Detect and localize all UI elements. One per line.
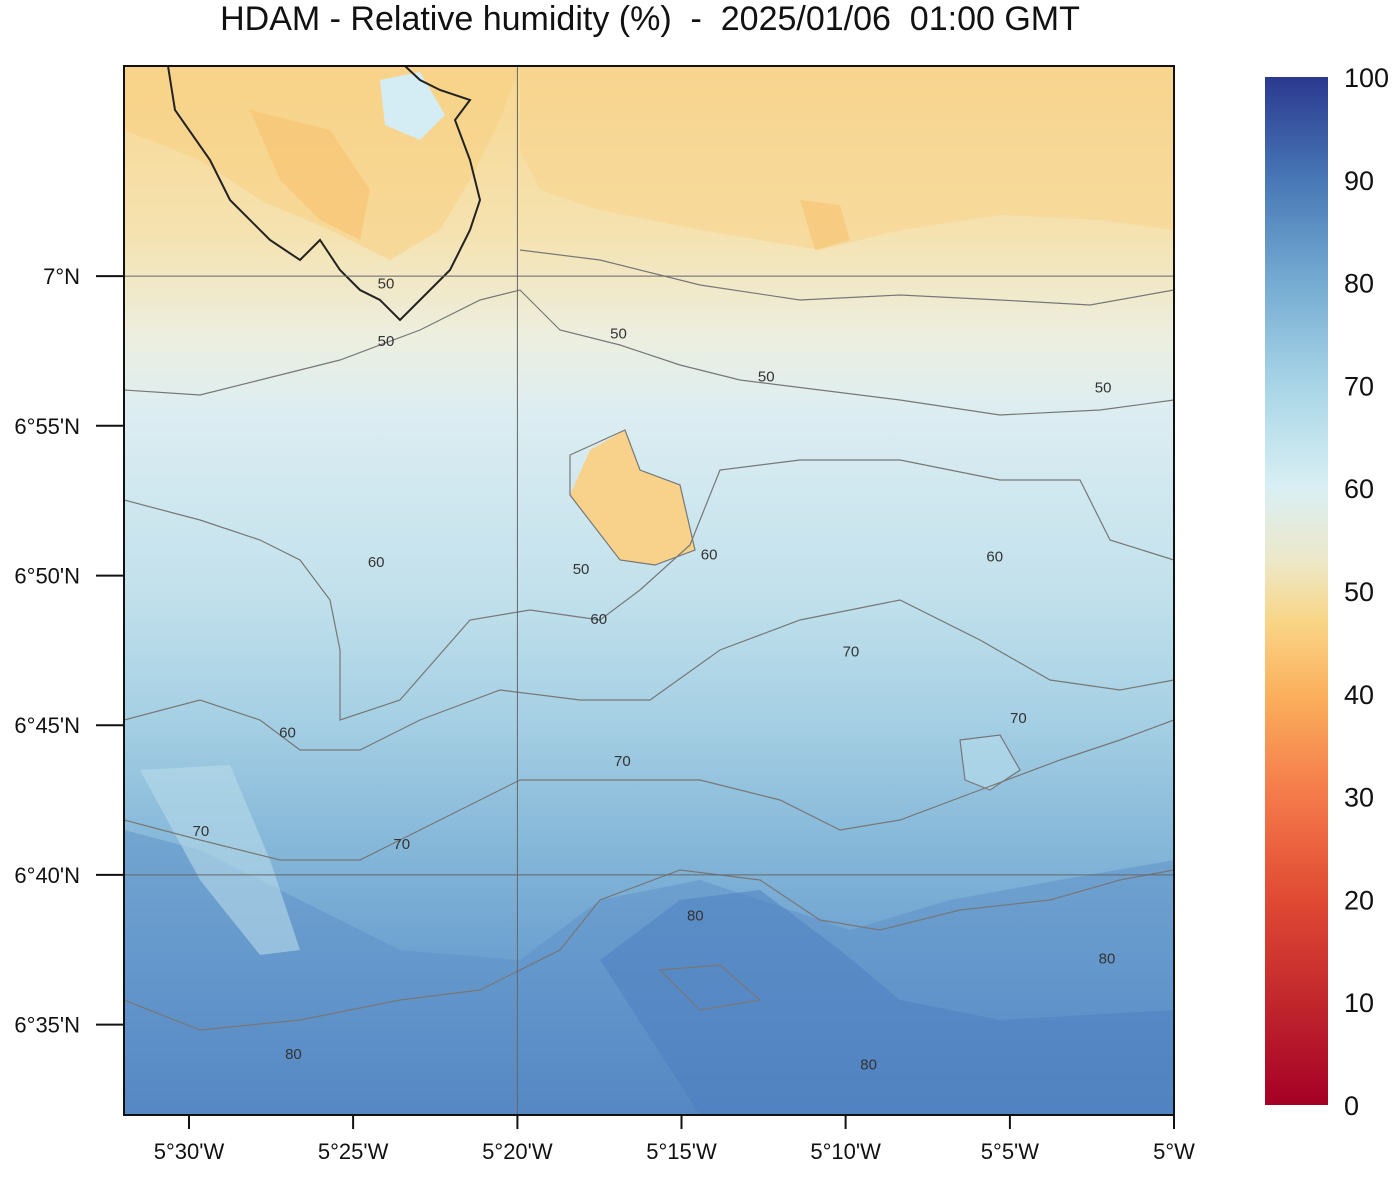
y-tick-label: 6°40'N bbox=[14, 863, 80, 888]
contour-label: 60 bbox=[279, 724, 296, 741]
moist-spot-east bbox=[960, 735, 1020, 790]
contour-label: 80 bbox=[1099, 951, 1116, 968]
colorbar-gradient bbox=[1265, 77, 1328, 1105]
x-tick-label: 5°30'W bbox=[154, 1139, 225, 1164]
contour-label: 50 bbox=[610, 326, 627, 343]
y-tick-label: 6°55'N bbox=[14, 414, 80, 439]
dry-patch-center bbox=[570, 430, 695, 565]
y-tick-label: 6°35'N bbox=[14, 1013, 80, 1038]
y-axis: 7°N 6°55'N 6°50'N 6°45'N 6°40'N 6°35'N bbox=[14, 264, 124, 1038]
colorbar-label: 90 bbox=[1344, 166, 1374, 196]
dry-spot-north bbox=[800, 200, 850, 250]
colorbar-label: 50 bbox=[1344, 577, 1374, 607]
moist-core-south bbox=[600, 890, 1174, 1115]
contour-label: 50 bbox=[573, 561, 590, 578]
colorbar-labels: 0 10 20 30 40 50 60 70 80 90 100 bbox=[1344, 63, 1389, 1121]
gridlines bbox=[124, 66, 1174, 1115]
contour-label: 50 bbox=[378, 275, 395, 292]
contour-label: 50 bbox=[1095, 380, 1112, 397]
x-axis: 5°30'W 5°25'W 5°20'W 5°15'W 5°10'W 5°5'W 5°W bbox=[154, 1115, 1195, 1164]
y-tick-label: 6°50'N bbox=[14, 564, 80, 589]
moist-spot-northwest bbox=[380, 72, 445, 140]
dry-zone-north bbox=[520, 66, 1174, 250]
colorbar-label: 70 bbox=[1344, 371, 1374, 401]
colorbar-label: 60 bbox=[1344, 474, 1374, 504]
contour-lines bbox=[124, 249, 1174, 1031]
contour-label: 80 bbox=[860, 1057, 877, 1074]
dry-core-northwest bbox=[250, 110, 370, 240]
contour-labels: 50 50 50 50 50 50 60 60 60 60 60 70 70 70 70 70 80 80 80 80 bbox=[192, 275, 1115, 1073]
contour-label: 50 bbox=[758, 369, 775, 386]
contour-label: 80 bbox=[285, 1046, 302, 1063]
colorbar-label: 10 bbox=[1344, 988, 1374, 1018]
colorbar-label: 20 bbox=[1344, 885, 1374, 915]
x-tick-label: 5°25'W bbox=[318, 1139, 389, 1164]
x-tick-label: 5°15'W bbox=[646, 1139, 717, 1164]
contour-label: 70 bbox=[192, 823, 209, 840]
colorbar-label: 80 bbox=[1344, 269, 1374, 299]
contour-label: 70 bbox=[393, 836, 410, 853]
colorbar-label: 30 bbox=[1344, 783, 1374, 813]
x-tick-label: 5°10'W bbox=[810, 1139, 881, 1164]
boundary-line bbox=[167, 66, 482, 322]
y-tick-label: 6°45'N bbox=[14, 713, 80, 738]
contour-label: 50 bbox=[378, 333, 395, 350]
contour-label: 60 bbox=[590, 611, 607, 628]
colorbar-label: 0 bbox=[1344, 1091, 1359, 1121]
colorbar: 0 10 20 30 40 50 60 70 80 90 100 bbox=[1265, 63, 1389, 1121]
colorbar-label: 100 bbox=[1344, 63, 1389, 93]
x-tick-label: 5°5'W bbox=[981, 1139, 1039, 1164]
contour-label: 70 bbox=[843, 644, 860, 661]
map-title: HDAM - Relative humidity (%) - 2025/01/0… bbox=[220, 0, 1080, 38]
contour-label: 70 bbox=[1010, 710, 1027, 727]
contour-label: 60 bbox=[701, 547, 718, 564]
x-tick-label: 5°W bbox=[1153, 1139, 1195, 1164]
contour-label: 70 bbox=[614, 753, 631, 770]
contour-label: 60 bbox=[986, 548, 1003, 565]
contour-label: 60 bbox=[368, 554, 385, 571]
plot-frame bbox=[123, 65, 1175, 1116]
humidity-field: 50 50 50 50 50 50 60 60 60 60 60 70 70 70 70 70 80 80 80 80 bbox=[124, 66, 1174, 1115]
moist-ridge-southwest bbox=[140, 765, 300, 955]
colorbar-label: 40 bbox=[1344, 680, 1374, 710]
x-tick-label: 5°20'W bbox=[482, 1139, 553, 1164]
y-tick-label: 7°N bbox=[43, 264, 80, 289]
contour-label: 80 bbox=[687, 908, 704, 925]
